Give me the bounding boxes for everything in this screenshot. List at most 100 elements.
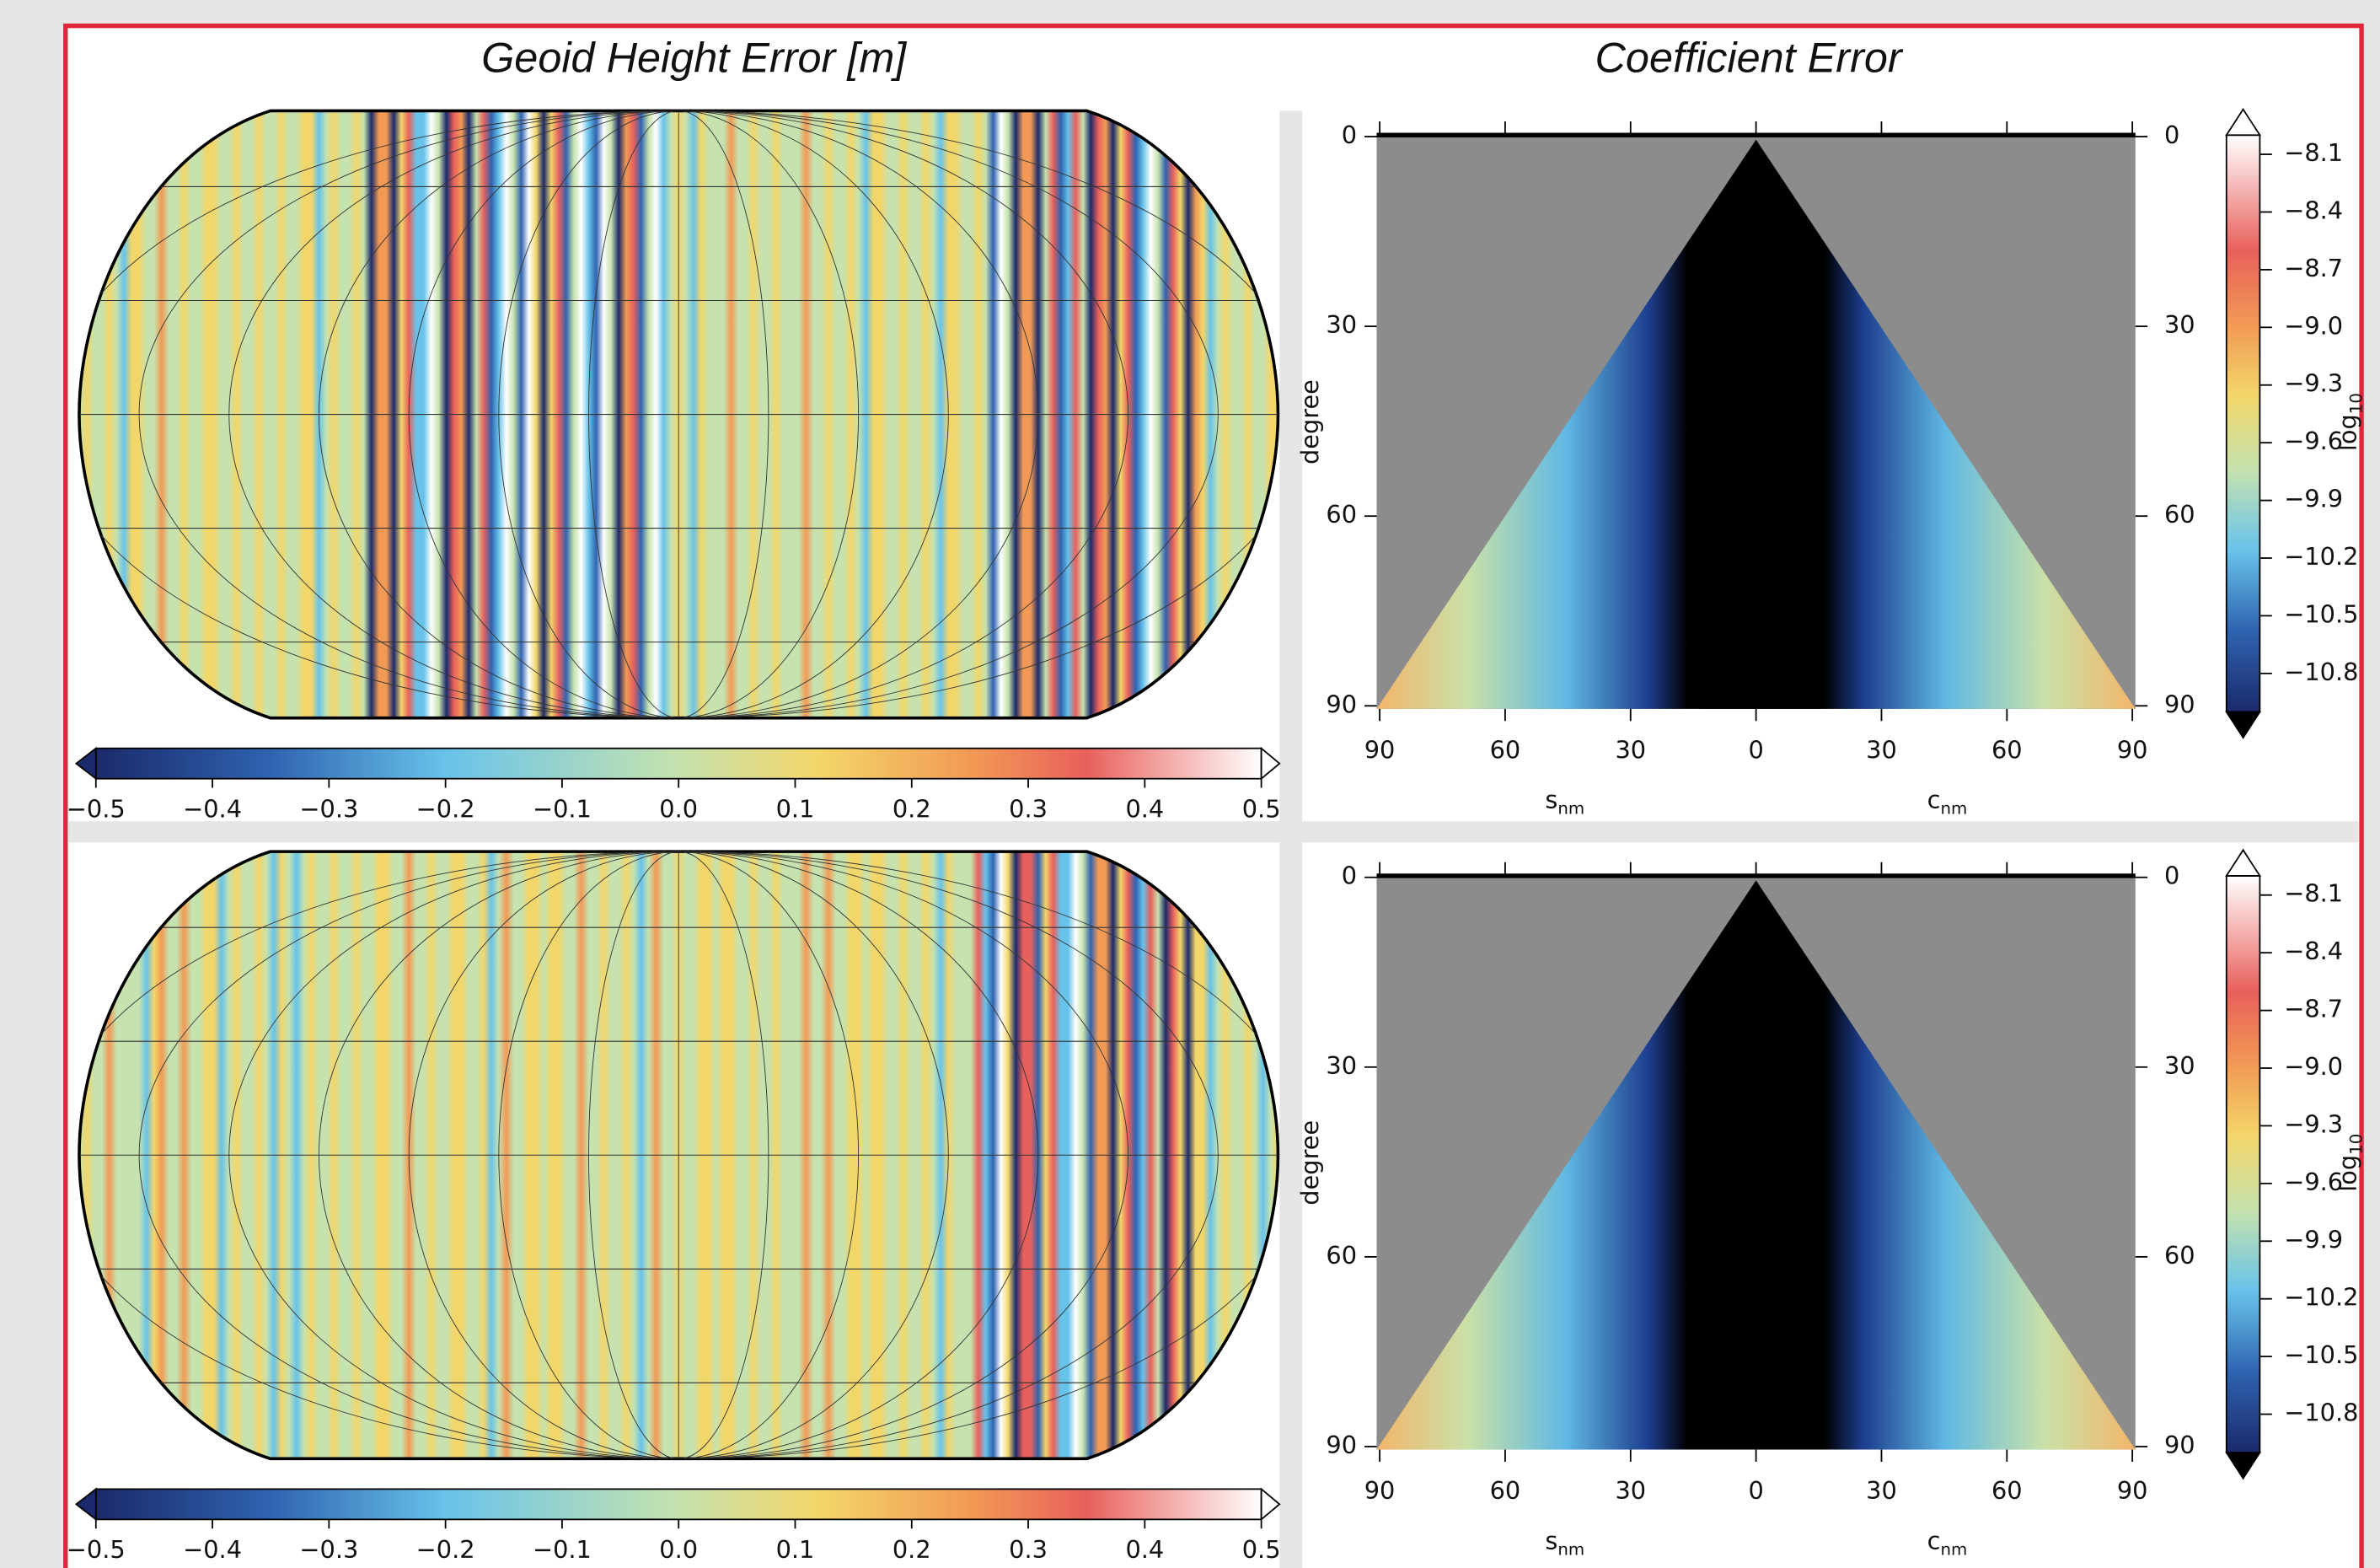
- colorbar-tick-label: −10.2: [2284, 1283, 2358, 1312]
- y-axis-label: degree: [1295, 1120, 1324, 1206]
- y-tick-label: 0: [1342, 862, 1357, 890]
- colorbar: [94, 1488, 1262, 1521]
- colorbar-tick-label: 0.5: [1242, 1535, 1281, 1564]
- colorbar-arrow-low: [74, 746, 97, 781]
- colorbar-tick-label: 0.0: [659, 1535, 698, 1564]
- x-tick-label: 30: [1615, 1476, 1646, 1505]
- colorbar-tick-label: 0.2: [892, 1535, 931, 1564]
- meridian: [588, 110, 769, 718]
- colorbar-label: log10: [2334, 393, 2367, 451]
- colorbar-tick-label: −0.2: [416, 795, 475, 824]
- colorbar-tick-label: −0.4: [183, 795, 242, 824]
- x-tick-label: 60: [1991, 735, 2023, 764]
- colorbar-tick-label: 0.4: [1125, 795, 1164, 824]
- colorbar: [2225, 875, 2261, 1454]
- y-tick-label: 0: [1342, 121, 1357, 149]
- y-tick-label: 90: [2164, 1431, 2195, 1459]
- y-tick-label: 60: [2164, 1241, 2195, 1270]
- x-tick-label: 0: [1748, 735, 1763, 764]
- row-separator: [68, 821, 2359, 843]
- colorbar-tick-label: 0.0: [659, 795, 698, 824]
- y-tick-label: 30: [2164, 1051, 2195, 1080]
- colorbar-tick-label: −9.0: [2284, 311, 2343, 340]
- meridian: [498, 851, 860, 1459]
- colorbar-tick-label: −9.9: [2284, 1225, 2343, 1254]
- colorbar-tick-label: −0.3: [299, 795, 358, 824]
- colorbar-tick-label: 0.1: [776, 795, 815, 824]
- colorbar-label-sub: 10: [2346, 1134, 2366, 1155]
- colorbar-tick-label: −8.7: [2284, 254, 2343, 282]
- colorbar-tick-label: 0.3: [1009, 795, 1048, 824]
- x-axis-label-main: s: [1545, 1526, 1557, 1555]
- colorbar-tick-label: 0.2: [892, 795, 931, 824]
- x-axis-label-sub: nm: [1940, 798, 1967, 818]
- y-axis-label: degree: [1295, 379, 1324, 464]
- colorbar-tick-label: −9.6: [2284, 1168, 2343, 1196]
- colorbar-tick-label: −8.7: [2284, 995, 2343, 1023]
- colorbar-tick-label: 0.1: [776, 1535, 815, 1564]
- y-tick-label: 60: [2164, 500, 2195, 529]
- colorbar-arrow-high: [2225, 107, 2262, 137]
- x-axis-label: cnm: [1927, 1526, 1968, 1559]
- x-axis-label-sub: nm: [1557, 798, 1584, 818]
- colorbar-arrow-low: [74, 1487, 97, 1522]
- meridian: [228, 110, 1129, 718]
- y-tick-label: 30: [1326, 310, 1357, 339]
- colorbar-tick-label: −0.1: [533, 795, 592, 824]
- colorbar-tick-label: −10.8: [2284, 1399, 2358, 1427]
- colorbar-tick-label: −9.3: [2284, 1109, 2343, 1138]
- colorbar-tick-label: −10.5: [2284, 599, 2358, 628]
- x-axis-label-sub: nm: [1557, 1539, 1584, 1559]
- colorbar-arrow-low: [2225, 711, 2262, 739]
- colorbar-tick-label: −0.1: [533, 1535, 592, 1564]
- colorbar-tick-label: −10.5: [2284, 1340, 2358, 1369]
- coefficient-core: [1699, 922, 1822, 1450]
- colorbar-arrow-high: [1260, 746, 1281, 781]
- y-tick-label: 0: [2164, 121, 2179, 149]
- coefficient-title: Coefficient Error: [1595, 33, 1904, 81]
- colorbar-arrow-high: [2225, 848, 2262, 877]
- x-axis-label-main: c: [1927, 786, 1941, 814]
- colorbar-label-main: log: [2334, 414, 2362, 451]
- meridian: [319, 851, 1039, 1459]
- colorbar-label: log10: [2334, 1134, 2367, 1192]
- colorbar-tick-label: −10.8: [2284, 658, 2358, 686]
- colorbar-tick-label: −8.1: [2284, 138, 2343, 167]
- colorbar-arrow-low: [2225, 1452, 2262, 1480]
- x-axis-label: snm: [1545, 786, 1584, 819]
- x-tick-label: 30: [1866, 1476, 1897, 1505]
- graticule: [78, 110, 1278, 718]
- colorbar-tick-label: 0.5: [1242, 795, 1281, 824]
- y-tick-label: 90: [1326, 690, 1357, 718]
- y-tick-label: 0: [2164, 862, 2179, 890]
- x-tick-label: 90: [1364, 1476, 1396, 1505]
- meridian: [138, 851, 1219, 1459]
- x-tick-label: 30: [1866, 735, 1897, 764]
- colorbar-tick-label: −9.0: [2284, 1052, 2343, 1081]
- colorbar-label-main: log: [2334, 1155, 2362, 1192]
- colorbar-tick-label: −0.5: [67, 1535, 126, 1564]
- y-tick-label: 60: [1326, 500, 1357, 529]
- colorbar-tick-label: 0.3: [1009, 1535, 1048, 1564]
- colorbar: [2225, 134, 2261, 713]
- x-tick-label: 90: [2117, 735, 2148, 764]
- colorbar-tick-label: −0.5: [67, 795, 126, 824]
- colorbar-tick-label: −9.3: [2284, 369, 2343, 398]
- meridian: [138, 110, 1219, 718]
- x-axis-label: cnm: [1927, 786, 1968, 819]
- x-tick-label: 90: [2117, 1476, 2148, 1505]
- colorbar-arrow-high: [1260, 1487, 1281, 1522]
- x-axis-label: snm: [1545, 1526, 1584, 1559]
- graticule: [78, 851, 1278, 1459]
- colorbar: [94, 747, 1262, 780]
- map-outline: [78, 109, 1280, 720]
- coefficient-core: [1699, 182, 1822, 709]
- meridian: [319, 110, 1039, 718]
- meridian: [498, 110, 860, 718]
- y-tick-label: 90: [1326, 1431, 1357, 1459]
- x-tick-label: 0: [1748, 1476, 1763, 1505]
- colorbar-tick-label: 0.4: [1125, 1535, 1164, 1564]
- colorbar-tick-label: −0.3: [299, 1535, 358, 1564]
- colorbar-tick-label: −9.6: [2284, 427, 2343, 455]
